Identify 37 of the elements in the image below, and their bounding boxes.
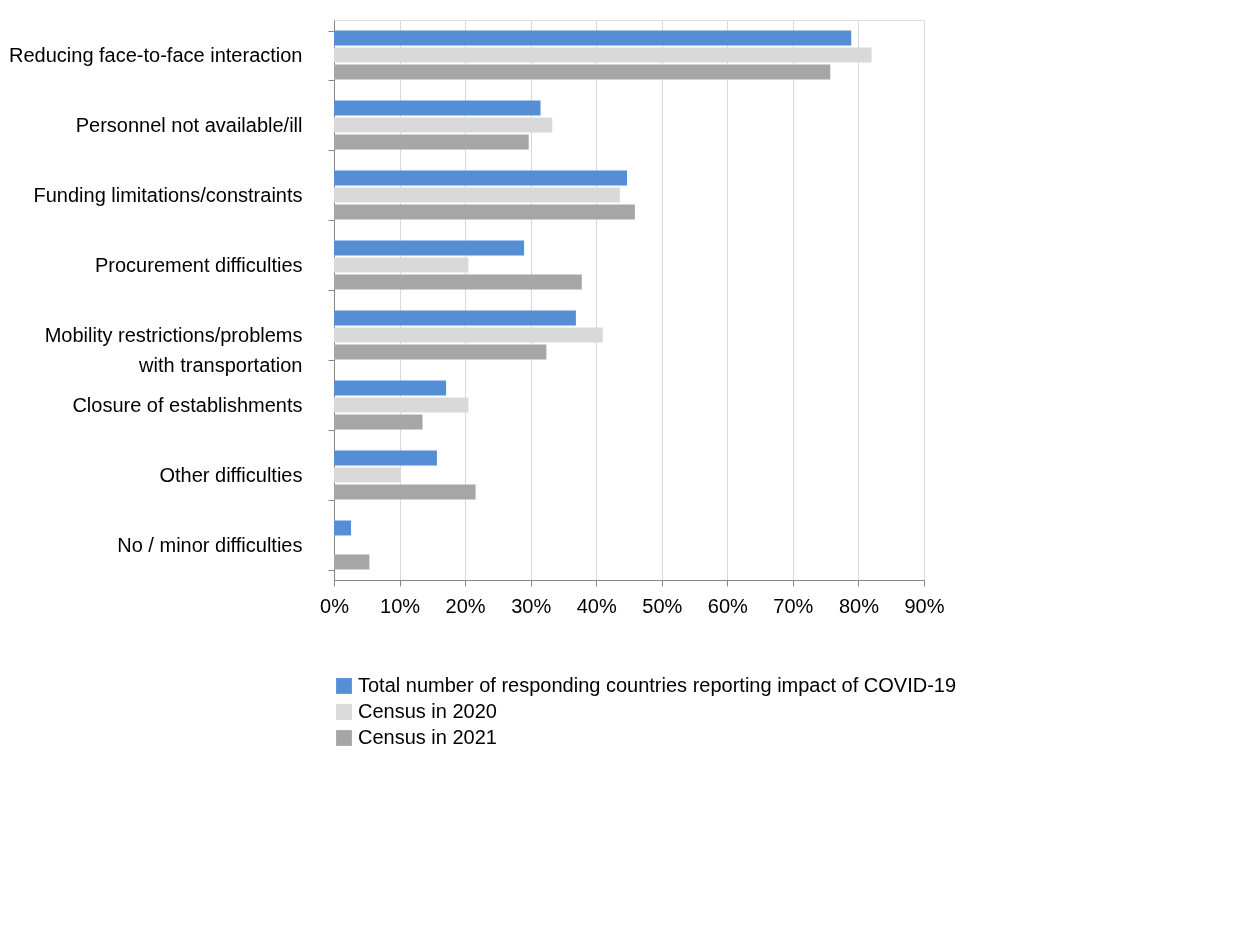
x-tick-label: 90% [904,594,945,617]
bar [334,170,628,186]
x-tick-label: 40% [576,594,617,617]
y-tick-label: Funding limitations/constraints [33,183,303,206]
bar [334,100,541,116]
x-tick-label: 10% [380,594,421,617]
x-tick-label: 60% [707,594,749,617]
x-tick-label: 80% [838,594,880,617]
bar [334,30,852,46]
y-tick-label: Procurement difficulties [95,253,303,276]
bar [334,520,352,536]
bar [334,64,831,80]
y-tick-label: No / minor difficulties [117,533,303,556]
bar [334,380,447,396]
legend-label: Census in 2020 [358,700,497,722]
x-tick-label: 70% [773,594,814,617]
bar [334,310,576,326]
legend-label: Census in 2021 [358,726,497,748]
bar [334,554,370,570]
y-tick-label: Reducing face-to-face interaction [9,43,303,66]
y-tick-label: Mobility restrictions/problems with transportation [44,323,303,376]
bar [334,134,529,150]
y-tick-label: Other difficulties [159,463,303,486]
bar [334,344,547,360]
bar [334,450,437,466]
bar [334,484,476,500]
y-tick-label: Personnel not available/ill [75,113,303,136]
x-tick-label: 30% [511,594,552,617]
y-tick-label: Closure of establishments [72,393,303,416]
x-tick-label: 50% [642,594,683,617]
bar [334,414,423,430]
bar [334,240,525,256]
bar [334,274,582,290]
bar [334,204,635,220]
x-tick-label: 20% [445,594,486,617]
legend-label: Total number of responding countries reporting impact of COVID-19 [358,674,957,696]
x-tick-label: 0% [320,594,350,617]
